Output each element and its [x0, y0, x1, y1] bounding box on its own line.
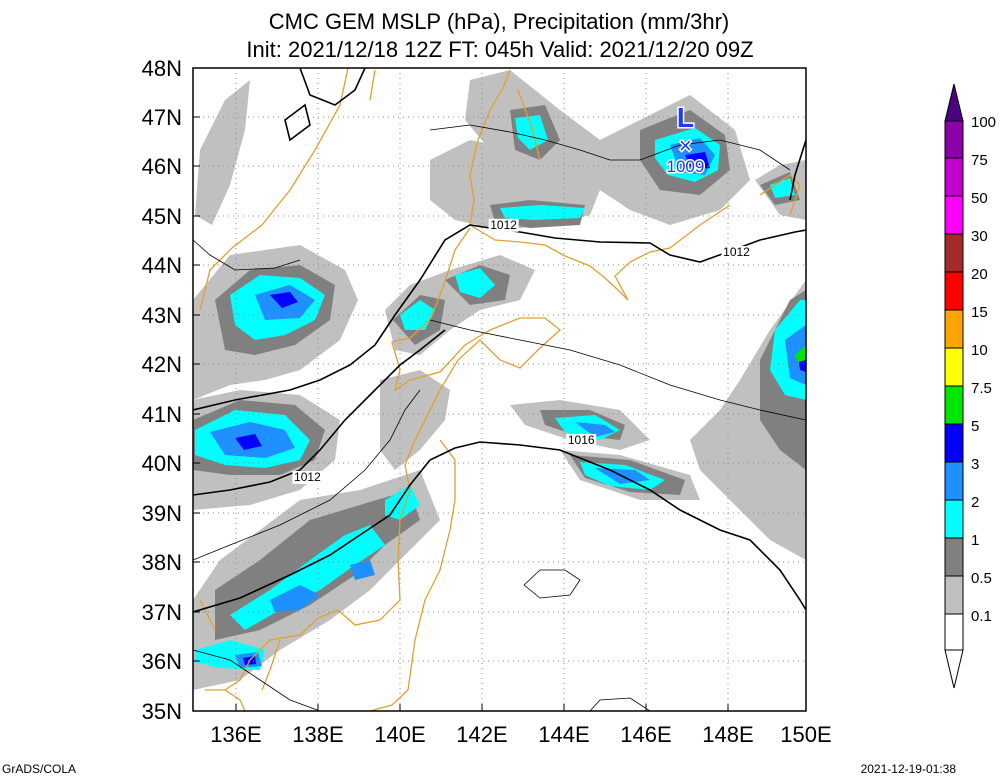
lat-label: 41N [142, 402, 182, 427]
lon-label: 144E [538, 722, 589, 747]
lat-label: 39N [142, 501, 182, 526]
colorbar-segment [944, 575, 964, 615]
colorbar-label: 1 [971, 532, 979, 549]
chart-title: CMC GEM MSLP (hPa), Precipitation (mm/3h… [268, 9, 730, 34]
isobar-labels: 1012 1012 1016 1012 [292, 218, 752, 484]
isobar-label: 1016 [566, 433, 597, 447]
lat-label: 48N [142, 56, 182, 81]
colorbar-label: 3 [971, 456, 979, 473]
colorbar-segment [944, 423, 964, 463]
svg-text:1012: 1012 [490, 218, 517, 232]
coastlines [199, 68, 801, 711]
colorbar-label: 10 [971, 342, 988, 359]
isobar-label: 1012 [721, 245, 752, 259]
colorbar-segment [944, 271, 964, 311]
lon-label: 138E [292, 722, 343, 747]
latitude-labels: 48N 47N 46N 45N 44N 43N 42N 41N 40N 39N … [142, 56, 182, 724]
low-center-marker: × [679, 133, 692, 158]
grid-lines [193, 68, 806, 711]
isobar-label: 1012 [292, 470, 323, 484]
colorbar-segment [944, 309, 964, 349]
lon-label: 150E [780, 722, 831, 747]
lon-label: 146E [620, 722, 671, 747]
colorbar-label: 7.5 [971, 380, 992, 397]
lat-label: 40N [142, 451, 182, 476]
low-pressure-value: 1009 [666, 157, 704, 176]
colorbar-label: 75 [971, 152, 988, 169]
lon-label: 140E [374, 722, 425, 747]
colorbar-segment [944, 613, 964, 651]
colorbar-label: 50 [971, 190, 988, 207]
chart-subtitle: Init: 2021/12/18 12Z FT: 045h Valid: 202… [246, 37, 754, 62]
lon-label: 148E [702, 722, 753, 747]
colorbar-bottom-arrow [944, 649, 964, 689]
colorbar-label: 0.1 [971, 608, 992, 625]
colorbar-label: 2 [971, 494, 979, 511]
colorbar-label: 30 [971, 228, 988, 245]
longitude-labels: 136E 138E 140E 142E 144E 146E 148E 150E [210, 722, 831, 747]
colorbar-segment [944, 499, 964, 539]
lat-label: 36N [142, 649, 182, 674]
lon-label: 136E [210, 722, 261, 747]
colorbar-segment [944, 461, 964, 501]
colorbar-label: 20 [971, 266, 988, 283]
map-frame [192, 67, 807, 712]
lat-label: 43N [142, 303, 182, 328]
svg-text:1012: 1012 [294, 470, 321, 484]
precipitation-colorbar: 100 75 50 30 20 15 10 7.5 5 3 2 1 0.5 0.… [944, 83, 996, 689]
svg-text:1016: 1016 [568, 433, 595, 447]
lat-label: 38N [142, 550, 182, 575]
colorbar-segment [944, 347, 964, 387]
low-pressure-center: L × 1009 [665, 101, 706, 178]
colorbar-label: 15 [971, 304, 988, 321]
precip-5-area [795, 345, 806, 362]
lat-label: 35N [142, 699, 182, 724]
isobar-label: 1012 [488, 218, 519, 232]
colorbar-label: 0.5 [971, 570, 992, 587]
lat-label: 37N [142, 600, 182, 625]
colorbar-segment [944, 120, 964, 159]
lat-label: 46N [142, 154, 182, 179]
precipitation-shading [193, 70, 806, 690]
colorbar-segment [944, 537, 964, 577]
colorbar-label: 100 [971, 114, 996, 131]
svg-text:1012: 1012 [723, 245, 750, 259]
lat-label: 42N [142, 352, 182, 377]
colorbar-top-arrow [944, 83, 964, 122]
axis-ticks [193, 67, 729, 711]
colorbar-segment [944, 157, 964, 197]
colorbar-label: 5 [971, 418, 979, 435]
colorbar-segment [944, 195, 964, 235]
low-pressure-symbol: L [677, 102, 694, 133]
lat-label: 45N [142, 204, 182, 229]
colorbar-segment [944, 233, 964, 273]
software-credit: GrADS/COLA [2, 762, 77, 776]
colorbar-segment [944, 385, 964, 425]
lat-label: 47N [142, 105, 182, 130]
lat-label: 44N [142, 253, 182, 278]
lon-label: 142E [456, 722, 507, 747]
generated-timestamp: 2021-12-19-01:38 [860, 762, 956, 776]
